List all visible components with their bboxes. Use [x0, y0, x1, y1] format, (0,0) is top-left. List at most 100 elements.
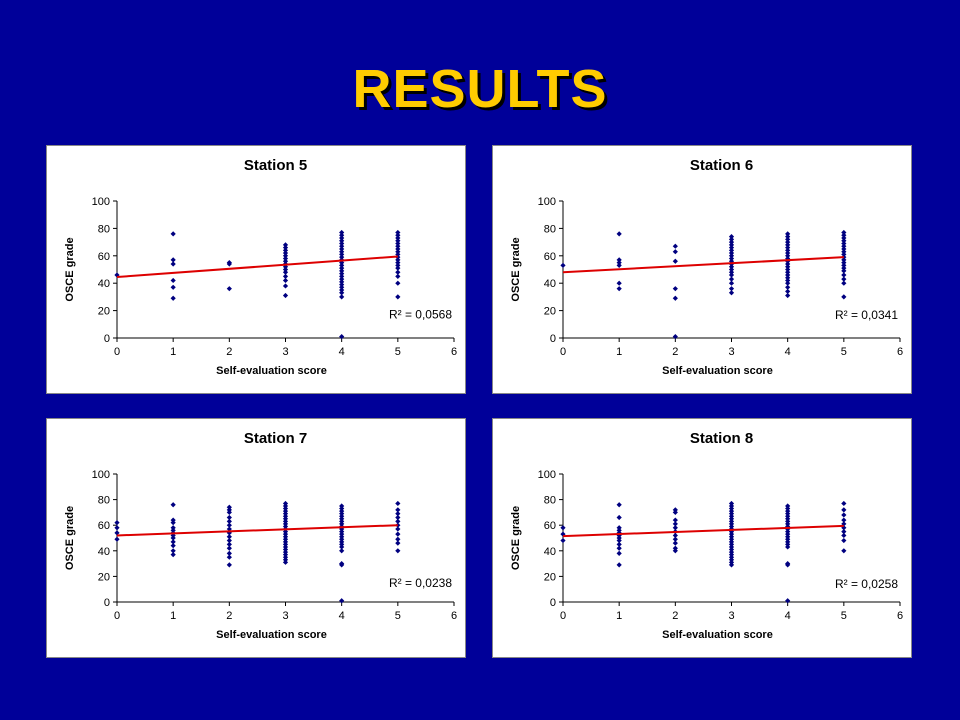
x-tick-label: 1 — [170, 610, 176, 622]
data-point — [226, 545, 232, 551]
x-tick-label: 1 — [616, 346, 622, 358]
data-point — [395, 235, 401, 241]
data-point — [282, 269, 289, 275]
trendline — [116, 255, 398, 279]
data-point — [170, 277, 176, 284]
data-point — [226, 550, 232, 556]
trendline — [562, 524, 844, 538]
data-point — [841, 243, 847, 249]
data-point — [728, 562, 735, 568]
y-tick-label: 0 — [550, 333, 556, 345]
data-point — [785, 598, 791, 604]
data-point — [672, 243, 678, 249]
data-point — [785, 239, 791, 245]
trendline — [562, 256, 844, 274]
data-point — [785, 258, 791, 264]
data-point — [785, 562, 791, 568]
y-axis-label: OSCE grade — [64, 506, 76, 570]
data-point — [170, 502, 176, 508]
data-point — [170, 520, 176, 526]
y-tick-label: 40 — [98, 278, 110, 290]
data-point — [785, 280, 791, 286]
data-point — [841, 257, 847, 263]
data-point — [282, 247, 289, 253]
data-point — [339, 249, 345, 255]
data-point — [841, 246, 847, 252]
data-point — [170, 548, 176, 554]
data-point — [339, 265, 345, 271]
data-point — [841, 249, 847, 255]
data-point — [395, 500, 401, 507]
data-point — [339, 294, 345, 300]
data-point — [114, 520, 120, 526]
x-tick-label: 3 — [728, 346, 734, 358]
data-point — [339, 251, 345, 258]
x-tick-label: 5 — [395, 346, 401, 358]
x-tick-label: 3 — [282, 610, 288, 622]
r-squared-label: R² = 0,0238 — [389, 576, 452, 590]
data-point — [841, 529, 847, 535]
data-point — [841, 512, 847, 518]
data-point — [395, 251, 401, 258]
data-point — [728, 239, 735, 245]
data-point — [785, 255, 791, 262]
data-point — [282, 264, 289, 270]
data-point — [282, 244, 289, 251]
x-tick-label: 3 — [282, 346, 288, 358]
data-point — [616, 514, 622, 521]
data-point — [170, 543, 176, 549]
data-point — [114, 525, 120, 531]
y-tick-label: 100 — [92, 469, 110, 481]
data-point — [339, 281, 345, 288]
data-point — [841, 235, 847, 241]
data-point — [672, 540, 678, 546]
data-point — [339, 243, 345, 249]
data-point — [841, 517, 847, 523]
x-axis-label: Self-evaluation score — [662, 365, 773, 377]
x-axis-label: Self-evaluation score — [216, 365, 327, 377]
data-point — [841, 276, 847, 282]
data-point — [785, 250, 791, 256]
data-point — [785, 264, 791, 270]
x-tick-label: 4 — [339, 610, 345, 622]
data-point — [785, 277, 791, 284]
x-tick-label: 6 — [897, 610, 903, 622]
data-point — [672, 334, 678, 340]
y-tick-label: 0 — [104, 333, 110, 345]
x-tick-label: 0 — [560, 610, 566, 622]
data-point — [560, 262, 566, 268]
y-tick-label: 100 — [538, 196, 556, 208]
x-tick-label: 5 — [395, 610, 401, 622]
y-tick-label: 80 — [544, 223, 556, 235]
data-point — [170, 295, 176, 301]
data-point — [672, 249, 678, 255]
y-axis-label: OSCE grade — [510, 237, 522, 301]
data-point — [282, 258, 289, 264]
data-point — [226, 562, 232, 568]
chart-panel-station-6: Station 6 0 20 40 60 80 100 0 1 2 3 4 5 6 Self-evaluat… — [492, 145, 912, 394]
y-tick-label: 60 — [544, 520, 556, 532]
data-point — [395, 526, 401, 532]
data-point — [616, 231, 622, 237]
data-point — [841, 532, 847, 539]
data-point — [114, 536, 120, 542]
data-point — [841, 260, 847, 266]
y-tick-label: 80 — [98, 495, 110, 507]
data-point — [282, 283, 289, 289]
data-point — [728, 247, 735, 253]
data-point — [841, 507, 847, 513]
y-tick-label: 20 — [98, 306, 110, 318]
data-point — [395, 238, 401, 244]
x-tick-label: 1 — [616, 610, 622, 622]
data-point — [728, 234, 735, 240]
data-point — [785, 234, 791, 240]
data-point — [841, 294, 847, 300]
data-point — [339, 287, 345, 293]
data-point — [282, 255, 289, 262]
data-point — [395, 240, 401, 247]
data-point — [339, 235, 345, 241]
data-point — [339, 334, 345, 340]
data-point — [395, 273, 401, 279]
data-point — [282, 277, 289, 284]
x-tick-label: 5 — [841, 610, 847, 622]
